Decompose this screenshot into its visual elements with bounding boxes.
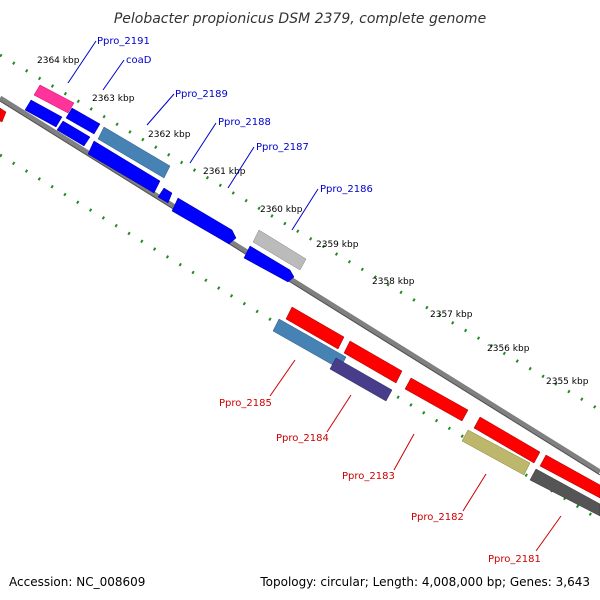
gene-ppro-2188[interactable] [87, 140, 161, 194]
gene-ppro-2183[interactable] [404, 377, 469, 422]
gene-ppro-2182[interactable] [461, 429, 531, 476]
gene-label[interactable]: Ppro_2181 [488, 554, 541, 565]
gene-label[interactable]: Ppro_2185 [219, 398, 272, 409]
gene-ppro-2192[interactable] [24, 99, 63, 128]
gene-ppro-2184[interactable] [329, 357, 393, 402]
gene-label[interactable]: Ppro_2188 [218, 117, 271, 128]
tick-label: 2364 kbp [37, 56, 80, 66]
tick-label: 2357 kbp [430, 310, 473, 320]
tick-label: 2363 kbp [92, 94, 135, 104]
topology-summary: Topology: circular; Length: 4,008,000 bp… [259, 575, 590, 589]
tick-label: 2362 kbp [148, 130, 191, 140]
gene-left-edge[interactable] [0, 107, 7, 123]
gene-ppro-2191[interactable] [33, 84, 75, 114]
gene-label[interactable]: Ppro_2183 [342, 471, 395, 482]
tick-labels: 2364 kbp 2363 kbp 2362 kbp 2361 kbp 2360… [37, 56, 589, 387]
gene-label[interactable]: Ppro_2191 [97, 36, 150, 47]
forward-gene-labels: Ppro_2191 coaD Ppro_2189 Ppro_2188 Ppro_… [97, 36, 373, 195]
gene-coaD[interactable] [65, 107, 101, 135]
reverse-gene-labels: Ppro_2185 Ppro_2184 Ppro_2183 Ppro_2182 … [219, 398, 541, 565]
gene-ppro-2183b[interactable] [473, 416, 541, 464]
gene-label[interactable]: Ppro_2182 [411, 512, 464, 523]
gene-ppro-2185-fwd[interactable] [243, 245, 295, 283]
reverse-leaders [269, 359, 562, 552]
forward-genes [0, 84, 307, 283]
gene-coaD-part[interactable] [56, 120, 91, 147]
tick-label: 2359 kbp [316, 240, 359, 250]
gene-ppro-2188b[interactable] [157, 187, 173, 204]
gene-ppro-2189[interactable] [97, 126, 171, 179]
accession-text: Accession: NC_008609 [9, 575, 145, 589]
gene-ppro-2186[interactable] [252, 229, 307, 271]
tick-label: 2355 kbp [546, 377, 589, 387]
tick-label: 2358 kbp [372, 277, 415, 287]
gene-label[interactable]: Ppro_2186 [320, 184, 373, 195]
gene-ppro-2185-red[interactable] [285, 306, 345, 350]
gene-label[interactable]: coaD [126, 55, 152, 66]
gene-label[interactable]: Ppro_2187 [256, 142, 309, 153]
genome-backbone-shadow [0, 100, 600, 476]
map-title: Pelobacter propionicus DSM 2379, complet… [114, 11, 486, 27]
gene-ppro-2181-red[interactable] [539, 454, 600, 499]
gene-label[interactable]: Ppro_2184 [276, 433, 329, 444]
gene-ppro-2181[interactable] [529, 468, 600, 517]
tick-track-outer [0, 53, 600, 412]
gene-ppro-2184-red[interactable] [343, 340, 403, 384]
gene-label[interactable]: Ppro_2189 [175, 89, 228, 100]
gene-ppro-2187[interactable] [171, 197, 237, 245]
forward-leaders [67, 40, 319, 231]
tick-label: 2356 kbp [487, 344, 530, 354]
reverse-genes [272, 306, 600, 517]
tick-label: 2360 kbp [260, 205, 303, 215]
tick-label: 2361 kbp [203, 167, 246, 177]
